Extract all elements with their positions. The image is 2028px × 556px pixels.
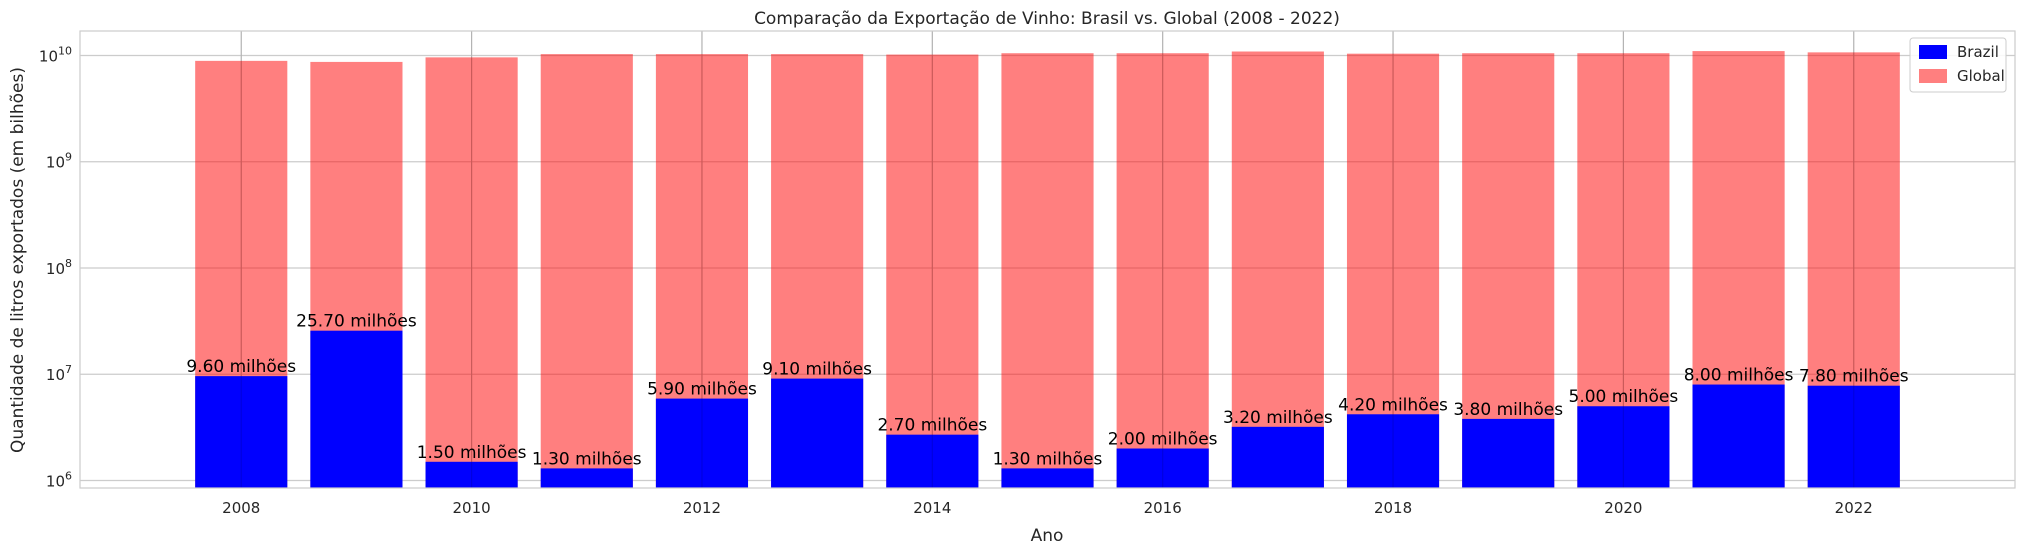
bar-label-brazil-2015: 1.30 milhões: [993, 449, 1103, 469]
x-tick-2008: 2008: [222, 499, 260, 517]
bar-label-brazil-2012: 5.90 milhões: [647, 380, 757, 400]
y-tick-1: 107: [46, 363, 72, 384]
bar-label-brazil-2016: 2.00 milhões: [1108, 430, 1218, 450]
bar-brazil-2013: [771, 378, 864, 488]
bar-brazil-2011: [540, 468, 633, 488]
legend: Brazil Global: [1909, 37, 2007, 93]
x-axis-ticks: 2008 2010 2012 2014 2016 2018 2020 2022: [222, 499, 1873, 517]
y-axis-label: Quantidade de litros exportados (em bilh…: [8, 67, 28, 453]
bar-brazil-2009: [310, 330, 403, 488]
bar-label-brazil-2020: 5.00 milhões: [1569, 387, 1679, 407]
legend-label-brazil: Brazil: [1957, 43, 1999, 61]
bar-global-2019: [1462, 53, 1555, 489]
bar-label-brazil-2011: 1.30 milhões: [532, 449, 642, 469]
x-tick-2012: 2012: [683, 499, 721, 517]
bar-label-brazil-2022: 7.80 milhões: [1799, 367, 1909, 387]
bar-label-brazil-2017: 3.20 milhões: [1223, 408, 1333, 428]
bar-brazil-2020: [1577, 406, 1670, 488]
bar-label-brazil-2019: 3.80 milhões: [1453, 400, 1563, 420]
bar-global-2011: [540, 54, 633, 488]
legend-swatch-global: [1919, 69, 1947, 83]
x-axis-label: Ano: [1031, 526, 1064, 546]
grid-lines-overlay: [240, 31, 1855, 488]
legend-swatch-brazil: [1919, 45, 1947, 59]
brazil-bars: [195, 330, 1900, 488]
bar-global-2015: [1001, 53, 1094, 489]
legend-label-global: Global: [1957, 67, 2005, 85]
bar-label-brazil-2014: 2.70 milhões: [877, 416, 987, 436]
bar-brazil-2018: [1346, 414, 1440, 488]
x-tick-2022: 2022: [1835, 499, 1873, 517]
bar-label-brazil-2008: 9.60 milhões: [186, 357, 296, 377]
chart-title: Comparação da Exportação de Vinho: Brasi…: [754, 9, 1340, 29]
bar-global-2010: [425, 57, 518, 488]
x-tick-2014: 2014: [913, 499, 951, 517]
bar-brazil-2008: [195, 376, 288, 488]
x-tick-2016: 2016: [1144, 499, 1182, 517]
plot-frame: [79, 30, 2016, 489]
x-tick-2010: 2010: [453, 499, 491, 517]
bar-label-brazil-2009: 25.70 milhões: [296, 312, 417, 332]
bar-label-brazil-2021: 8.00 milhões: [1684, 366, 1794, 386]
bar-brazil-2022: [1807, 385, 1900, 488]
bar-brazil-2015: [1001, 468, 1094, 488]
y-tick-0: 106: [46, 470, 72, 491]
bar-global-2014: [886, 54, 979, 488]
bar-brazil-2014: [886, 434, 979, 488]
bar-label-brazil-2013: 9.10 milhões: [762, 360, 872, 380]
bar-brazil-2021: [1692, 384, 1785, 488]
bar-global-2016: [1116, 53, 1209, 489]
bar-label-brazil-2018: 4.20 milhões: [1338, 395, 1448, 415]
y-tick-3: 109: [46, 151, 72, 172]
x-tick-2020: 2020: [1604, 499, 1642, 517]
y-tick-4: 1010: [39, 44, 72, 65]
bar-brazil-2017: [1231, 426, 1324, 488]
y-axis-ticks: 106 107 108 109 1010: [39, 44, 72, 490]
bar-brazil-2019: [1462, 418, 1555, 488]
x-tick-2018: 2018: [1374, 499, 1412, 517]
bar-brazil-2010: [425, 461, 518, 488]
bar-brazil-2016: [1116, 448, 1209, 488]
bar-global-2017: [1231, 51, 1324, 488]
bar-label-brazil-2010: 1.50 milhões: [417, 443, 527, 463]
bar-brazil-2012: [655, 398, 749, 488]
y-tick-2: 108: [46, 257, 72, 278]
